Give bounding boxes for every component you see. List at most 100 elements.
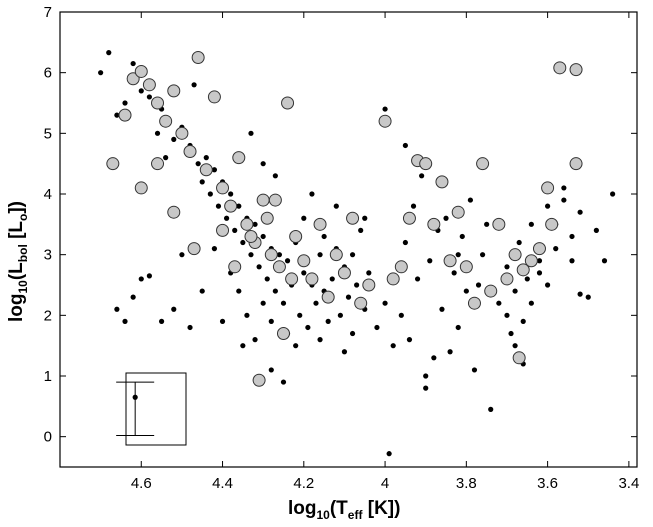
data-point-small: [248, 130, 254, 136]
data-point-small: [374, 324, 380, 331]
data-point-small: [443, 215, 449, 221]
data-point-small: [130, 294, 136, 300]
data-point-small: [479, 252, 486, 258]
data-point-small: [130, 60, 136, 67]
data-point-small: [345, 294, 352, 300]
data-point-small: [260, 300, 266, 306]
plot-frame: [59, 11, 638, 468]
data-point-small: [545, 282, 551, 288]
data-point-small: [333, 203, 339, 209]
data-point-small: [268, 318, 274, 324]
data-point-small: [577, 291, 583, 297]
data-point-small: [504, 264, 510, 270]
data-point-small: [601, 258, 608, 264]
data-point-small: [232, 227, 238, 233]
data-point-small: [329, 276, 335, 282]
y-tick-label: 4: [44, 186, 52, 203]
data-point-small: [439, 306, 445, 312]
data-point-small: [199, 179, 205, 185]
data-point-small: [260, 161, 266, 167]
data-point-large: [354, 296, 368, 310]
data-point-large: [183, 145, 197, 159]
data-point-large: [346, 211, 360, 225]
data-point-small: [467, 197, 474, 203]
data-point-small: [382, 300, 388, 306]
data-point-large: [224, 199, 238, 213]
data-point-small: [98, 70, 104, 76]
data-point-small: [219, 318, 226, 324]
data-point-small: [423, 373, 429, 379]
data-point-large: [492, 217, 506, 231]
data-point-small: [280, 379, 287, 385]
data-point-small: [158, 318, 165, 324]
data-point-small: [301, 215, 307, 221]
y-tick-label: 1: [44, 368, 52, 385]
data-point-large: [289, 229, 303, 243]
data-point-large: [569, 157, 583, 171]
x-tick-label: 3.8: [456, 475, 477, 492]
data-point-small: [536, 270, 543, 276]
data-point-large: [394, 260, 408, 274]
data-point-large: [167, 84, 181, 98]
data-point-large: [476, 157, 490, 171]
x-tick-label: 4.6: [131, 475, 152, 492]
data-point-large: [329, 248, 343, 262]
data-point-small: [321, 233, 327, 240]
x-tick-label: 3.4: [618, 475, 639, 492]
data-point-small: [488, 406, 494, 412]
data-point-large: [264, 248, 278, 262]
data-point-small: [512, 343, 518, 349]
data-point-small: [561, 185, 567, 191]
data-point-small: [260, 233, 266, 240]
data-point-small: [386, 451, 392, 457]
data-point-large: [260, 211, 274, 225]
data-point-small: [317, 337, 323, 343]
data-point-large: [187, 242, 201, 256]
data-point-large: [532, 242, 546, 256]
data-point-small: [349, 330, 356, 337]
data-point-large: [541, 181, 555, 195]
data-point-large: [443, 254, 457, 268]
data-point-large: [508, 248, 522, 262]
data-point-small: [252, 221, 258, 227]
data-point-large: [427, 217, 441, 231]
data-point-small: [325, 318, 331, 324]
x-axis-ticks: 4.6 4.4 4.2 4 3.8 3.6 3.4: [131, 12, 639, 492]
data-point-large: [228, 260, 242, 274]
data-point-small: [366, 270, 372, 276]
data-point-large: [435, 175, 449, 189]
data-point-large: [268, 193, 282, 207]
data-point-large: [244, 229, 258, 243]
data-point-large: [285, 272, 299, 286]
data-point-small: [264, 276, 270, 282]
data-point-small: [268, 367, 274, 373]
data-point-small: [114, 306, 120, 312]
data-point-small: [431, 355, 437, 361]
data-point-large: [553, 61, 567, 75]
data-point-large: [272, 260, 286, 274]
data-point-large: [118, 108, 132, 122]
data-point-small: [240, 239, 246, 246]
data-point-small: [244, 312, 250, 318]
data-point-large: [252, 373, 266, 387]
data-point-small: [122, 100, 128, 106]
data-point-large: [524, 254, 538, 268]
data-point-large: [459, 260, 473, 274]
data-point-small: [252, 337, 258, 343]
data-point-large: [191, 51, 205, 64]
data-point-small: [337, 312, 343, 318]
data-point-large: [240, 217, 254, 231]
data-point-large: [134, 64, 148, 78]
data-point-small: [545, 203, 551, 209]
data-point-large: [256, 193, 270, 207]
x-tick-label: 4.2: [293, 475, 314, 492]
data-point-small: [236, 203, 242, 209]
data-point-small: [354, 282, 360, 288]
data-point-large: [151, 157, 165, 171]
data-point-large: [516, 263, 530, 277]
data-point-large: [276, 327, 290, 341]
data-point-small: [240, 343, 246, 349]
data-point-small: [504, 312, 510, 318]
data-point-small: [195, 161, 201, 167]
